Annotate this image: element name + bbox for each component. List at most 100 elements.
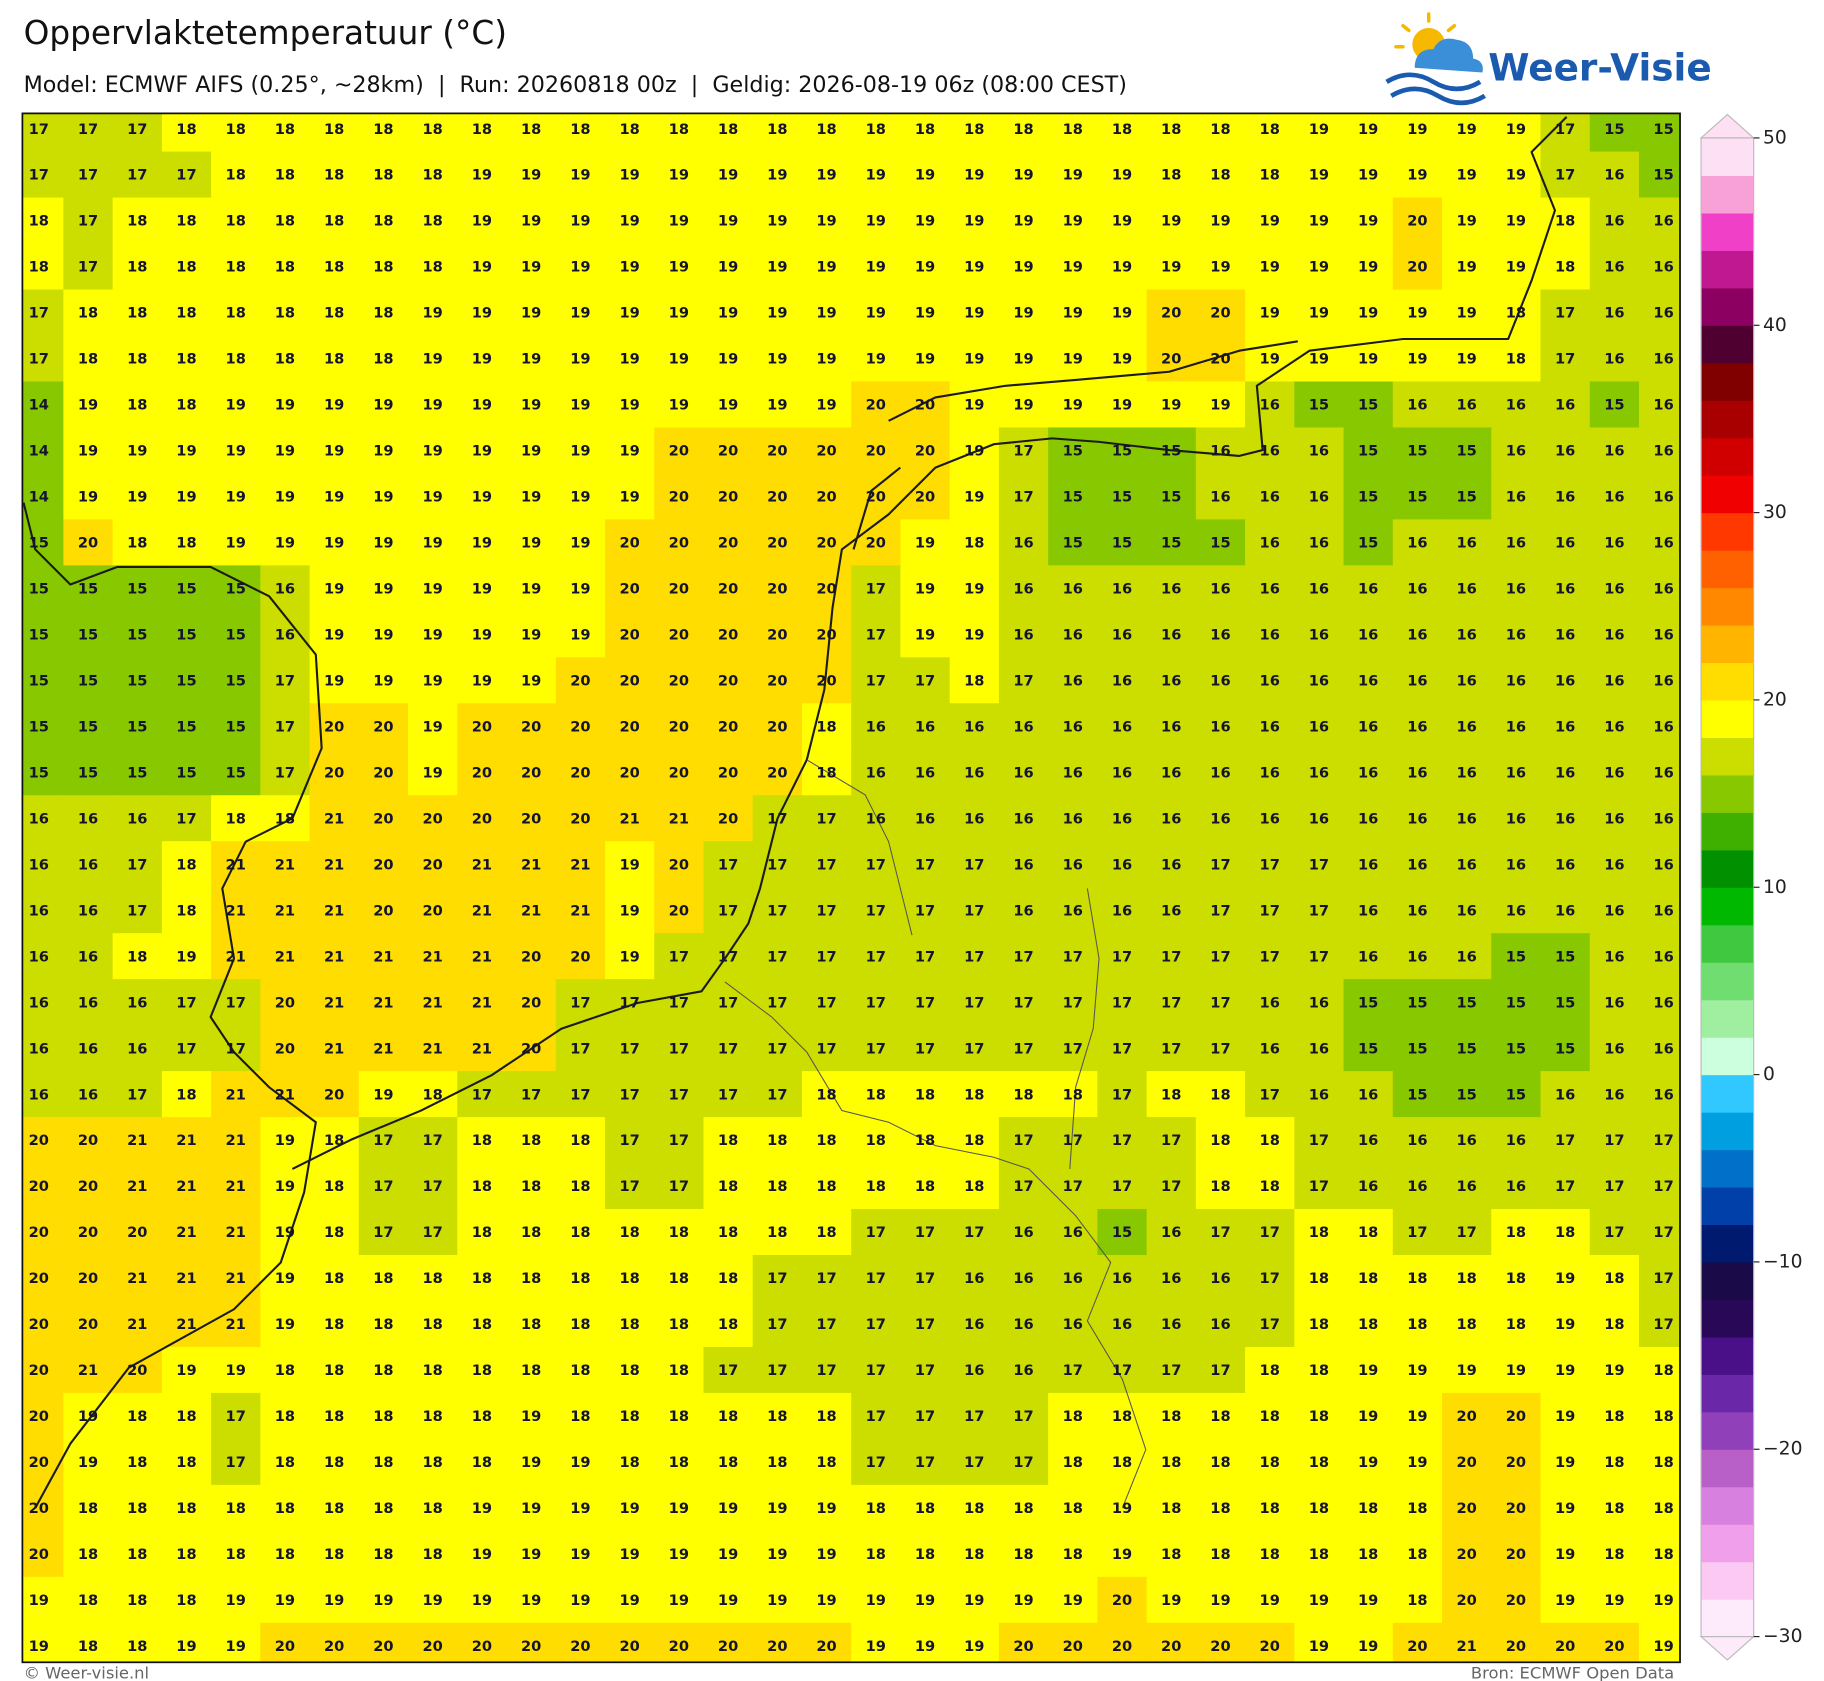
- grid-cell: [1392, 427, 1443, 475]
- grid-cell: [555, 1209, 606, 1256]
- grid-cell: [1294, 289, 1345, 337]
- colorbar-segment: [1701, 1524, 1754, 1563]
- grid-cell: [801, 1484, 852, 1532]
- temperature-label: 17: [718, 1086, 738, 1103]
- temperature-label: 17: [669, 1040, 689, 1057]
- temperature-label: 16: [1555, 397, 1575, 414]
- grid-cell: [211, 1163, 262, 1210]
- grid-cell: [1245, 381, 1296, 429]
- colorbar-segment: [1701, 550, 1754, 589]
- grid-cell: [998, 933, 1049, 980]
- temperature-label: 18: [324, 305, 344, 322]
- temperature-label: 16: [1210, 581, 1230, 598]
- grid-cell: [408, 1209, 458, 1256]
- grid-cell: [506, 841, 557, 888]
- grid-cell: [555, 749, 606, 796]
- grid-cell: [63, 335, 114, 383]
- grid-cell: [1491, 657, 1542, 704]
- grid-cell: [358, 151, 409, 199]
- grid-cell: [900, 933, 951, 980]
- temperature-label: 19: [816, 1500, 836, 1517]
- temperature-label: 16: [1653, 764, 1673, 781]
- grid-cell: [1048, 933, 1099, 980]
- temperature-label: 18: [176, 397, 196, 414]
- grid-cell: [1638, 1117, 1681, 1164]
- temperature-label: 18: [1063, 1546, 1083, 1563]
- temperature-label: 17: [866, 1270, 886, 1287]
- temperature-label: 20: [570, 810, 590, 827]
- temperature-label: 19: [1555, 1500, 1575, 1517]
- grid-cell: [1097, 243, 1148, 291]
- temperature-label: 17: [1210, 1040, 1230, 1057]
- grid-cell: [1442, 1071, 1492, 1118]
- temperature-label: 18: [127, 1638, 147, 1655]
- temperature-label: 21: [275, 856, 295, 873]
- temperature-label: 19: [1407, 1454, 1427, 1471]
- temperature-label: 20: [373, 856, 393, 873]
- grid-cell: [211, 611, 262, 659]
- temperature-label: 16: [1653, 994, 1673, 1011]
- grid-cell: [457, 1438, 508, 1486]
- grid-cell: [112, 197, 163, 245]
- temperature-label: 19: [915, 581, 935, 598]
- temperature-label: 21: [78, 1362, 98, 1379]
- grid-cell: [949, 795, 1000, 842]
- temperature-label: 16: [1604, 489, 1624, 506]
- temperature-label: 20: [29, 1454, 49, 1471]
- temperature-label: 18: [1506, 1316, 1526, 1333]
- temperature-label: 17: [619, 1040, 639, 1057]
- grid-cell: [1245, 1530, 1296, 1578]
- grid-cell: [605, 933, 655, 980]
- logo: Weer-Visie: [1385, 12, 1712, 106]
- grid-cell: [1048, 151, 1099, 199]
- temperature-label: 20: [767, 764, 787, 781]
- grid-cell: [605, 1300, 655, 1348]
- grid-cell: [654, 427, 705, 475]
- temperature-label: 20: [619, 1638, 639, 1655]
- grid-cell: [63, 197, 114, 245]
- colorbar-segment: [1701, 962, 1754, 1001]
- temperature-label: 17: [1309, 948, 1329, 965]
- grid-cell: [1442, 1622, 1492, 1663]
- grid-cell: [1540, 703, 1591, 750]
- temperature-label: 19: [521, 581, 541, 598]
- grid-cell: [1442, 1300, 1492, 1348]
- grid-cell: [1195, 565, 1246, 613]
- temperature-label: 17: [915, 1454, 935, 1471]
- temperature-label: 17: [718, 902, 738, 919]
- grid-cell: [506, 565, 557, 613]
- temperature-label: 18: [324, 1178, 344, 1195]
- temperature-label: 19: [1407, 121, 1427, 138]
- grid-cell: [1589, 749, 1640, 796]
- grid-cell: [1589, 1255, 1640, 1302]
- temperature-label: 19: [1161, 259, 1181, 276]
- temperature-label: 18: [1260, 1178, 1280, 1195]
- temperature-label: 17: [915, 1316, 935, 1333]
- temperature-label: 18: [176, 1500, 196, 1517]
- grid-cell: [1589, 1622, 1640, 1663]
- temperature-label: 15: [1506, 1086, 1526, 1103]
- temperature-label: 16: [29, 856, 49, 873]
- grid-cell: [1540, 519, 1591, 567]
- temperature-label: 20: [373, 810, 393, 827]
- grid-cell: [1392, 703, 1443, 750]
- temperature-label: 17: [866, 672, 886, 689]
- temperature-label: 20: [373, 1638, 393, 1655]
- temperature-label: 15: [1456, 443, 1476, 460]
- grid-cell: [161, 1484, 212, 1532]
- grid-cell: [358, 1117, 409, 1164]
- temperature-label: 19: [472, 1500, 492, 1517]
- temperature-label: 19: [964, 581, 984, 598]
- temperature-label: 16: [1407, 626, 1427, 643]
- grid-cell: [63, 1530, 114, 1578]
- grid-cell: [1048, 749, 1099, 796]
- temperature-label: 18: [78, 1592, 98, 1609]
- temperature-label: 17: [422, 1224, 442, 1241]
- grid-cell: [457, 1484, 508, 1532]
- grid-cell: [1343, 1438, 1394, 1486]
- temperature-label: 18: [373, 305, 393, 322]
- temperature-label: 16: [1260, 1040, 1280, 1057]
- temperature-label: 16: [1210, 810, 1230, 827]
- temperature-label: 16: [866, 764, 886, 781]
- temperature-label: 15: [1112, 535, 1132, 552]
